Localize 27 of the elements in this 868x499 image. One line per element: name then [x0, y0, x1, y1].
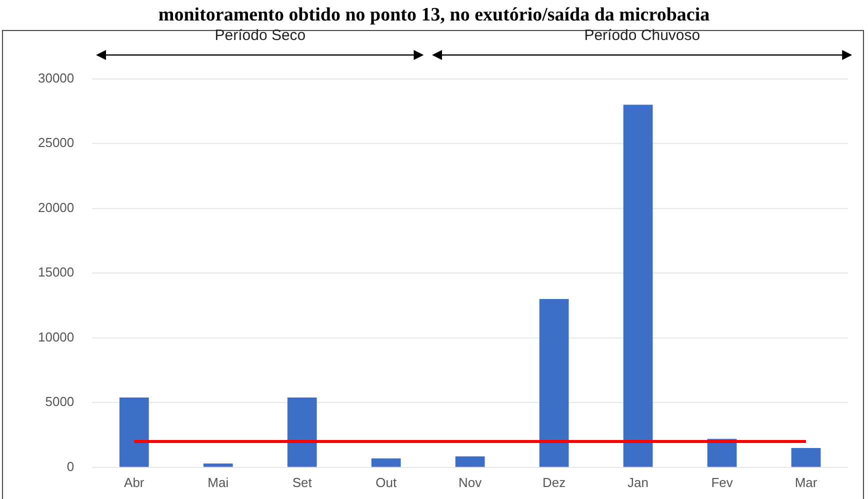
bar	[203, 464, 233, 467]
bar	[539, 299, 569, 467]
x-tick-label: Nov	[458, 474, 482, 490]
x-tick-label: Out	[376, 474, 397, 490]
y-tick-label: 25000	[38, 135, 74, 150]
x-tick-label: Abr	[124, 474, 145, 490]
x-tick-label: Set	[292, 474, 312, 490]
x-tick-label: Mai	[208, 474, 229, 490]
x-tick-label: Dez	[542, 474, 566, 490]
y-tick-label: 5000	[45, 394, 74, 410]
bar	[119, 397, 149, 467]
x-tick-label: Jan	[628, 474, 649, 490]
y-tick-label: 10000	[38, 329, 74, 344]
text: Período Chuvoso	[584, 26, 700, 44]
y-tick-label: 20000	[38, 200, 74, 215]
text: Período Seco	[214, 26, 306, 44]
y-tick-label: 30000	[38, 70, 74, 86]
bar	[287, 397, 317, 467]
y-tick-label: 0	[66, 458, 74, 474]
bar	[455, 456, 485, 467]
bar	[371, 458, 401, 467]
x-tick-label: Mar	[794, 474, 818, 490]
x-tick-label: Fev	[711, 474, 734, 490]
bar	[623, 104, 653, 467]
bar	[791, 448, 821, 467]
chart-title: monitoramento obtido no ponto 13, no exutório/saída da microbacia	[158, 4, 710, 26]
y-tick-label: 15000	[38, 264, 74, 280]
